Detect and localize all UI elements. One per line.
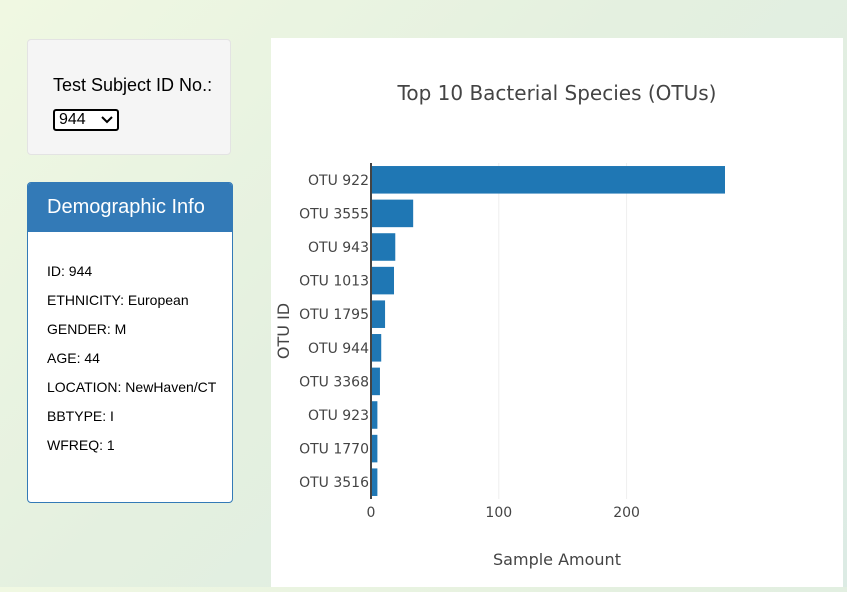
bar-otu-3555	[371, 199, 414, 228]
demographic-info-title: Demographic Info	[28, 183, 232, 232]
bar-otu-1770	[371, 434, 378, 463]
bar-otu-3516	[371, 468, 378, 496]
y-tick-label: OTU 943	[308, 240, 369, 256]
demographic-info-line: LOCATION: NewHaven/CT	[47, 379, 217, 395]
bar-otu-944	[371, 334, 382, 362]
y-tick-label: OTU 922	[308, 173, 369, 189]
demographic-info-line: WFREQ: 1	[47, 437, 115, 453]
x-tick-label: 200	[613, 505, 640, 521]
demographic-info-panel: Demographic Info ID: 944 ETHNICITY: Europ…	[27, 182, 233, 503]
subject-selector-label: Test Subject ID No.:	[53, 75, 213, 95]
y-tick-label: OTU 3368	[299, 374, 369, 390]
subject-id-select[interactable]: 944	[53, 109, 119, 131]
subject-id-selected-value: 944	[59, 111, 86, 128]
bar-otu-923	[371, 401, 378, 429]
bar-otu-3368	[371, 367, 380, 396]
y-tick-label: OTU 3516	[299, 475, 369, 491]
bar-otu-1795	[371, 300, 386, 328]
chevron-down-icon	[101, 116, 113, 124]
demographic-info-line: AGE: 44	[47, 350, 100, 366]
y-tick-label: OTU 1795	[299, 307, 369, 323]
bar-otu-922	[371, 166, 725, 194]
chart-title: Top 10 Bacterial Species (OTUs)	[397, 81, 717, 105]
demographic-info-line: BBTYPE: I	[47, 408, 114, 424]
y-tick-label: OTU 1013	[299, 274, 369, 290]
subject-selector-well: Test Subject ID No.: 944	[27, 39, 231, 155]
y-tick-label: OTU 3555	[299, 206, 369, 222]
otu-bar-chart[interactable]: OTU 922 OTU 3555 OTU 943 OTU 1013 OTU 1795 OT…	[271, 38, 843, 587]
y-tick-label: OTU 923	[308, 408, 369, 424]
demographic-info-body: ID: 944 ETHNICITY: European GENDER: M AGE: …	[47, 263, 227, 466]
y-axis-label: OTU ID	[274, 303, 293, 359]
x-axis-label: Sample Amount	[493, 550, 621, 569]
demographic-info-line: ID: 944	[47, 263, 93, 279]
demographic-info-line: ETHNICITY: European	[47, 292, 189, 308]
y-tick-label: OTU 944	[308, 341, 369, 357]
demographic-info-line: GENDER: M	[47, 321, 127, 337]
x-tick-label: 0	[367, 505, 376, 521]
x-tick-label: 100	[485, 505, 512, 521]
bar-otu-943	[371, 233, 396, 261]
bar-otu-1013	[371, 266, 395, 295]
y-tick-label: OTU 1770	[299, 442, 369, 458]
bar-chart-card: OTU 922 OTU 3555 OTU 943 OTU 1013 OTU 1795 OT…	[271, 38, 843, 587]
